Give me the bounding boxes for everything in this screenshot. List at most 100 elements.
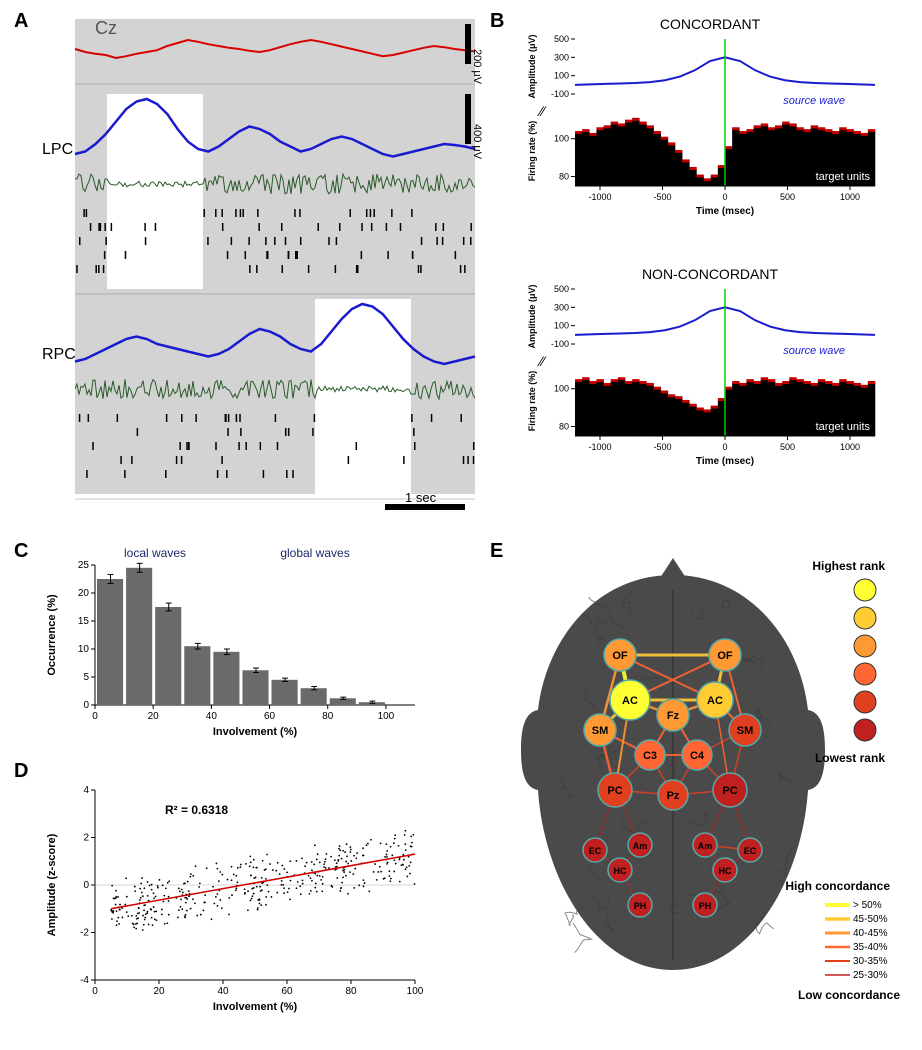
svg-text:C4: C4 bbox=[690, 750, 705, 762]
svg-text:LPC: LPC bbox=[42, 141, 73, 158]
svg-text:20: 20 bbox=[153, 986, 165, 997]
svg-text:Involvement (%): Involvement (%) bbox=[213, 726, 298, 738]
svg-text:EC: EC bbox=[744, 846, 757, 856]
svg-text:Occurrence (%): Occurrence (%) bbox=[46, 594, 58, 676]
svg-text:PC: PC bbox=[607, 785, 622, 797]
svg-text:40-45%: 40-45% bbox=[853, 928, 888, 939]
svg-text:10: 10 bbox=[78, 644, 90, 655]
svg-text:1000: 1000 bbox=[840, 442, 860, 452]
svg-text:OF: OF bbox=[612, 650, 628, 662]
svg-text:EC: EC bbox=[589, 846, 602, 856]
panel-d-svg: -4-2024020406080100R² = 0.6318Amplitude … bbox=[35, 765, 455, 1025]
svg-text:source wave: source wave bbox=[783, 345, 845, 357]
figure-root: A Cz200 μVLPC400 μVRPC1 sec B CONCORDANT… bbox=[10, 10, 912, 1040]
svg-text:400 μV: 400 μV bbox=[471, 124, 483, 160]
svg-text:20: 20 bbox=[78, 588, 90, 599]
svg-text:100: 100 bbox=[554, 71, 569, 81]
svg-text:C3: C3 bbox=[643, 750, 657, 762]
svg-text:500: 500 bbox=[780, 192, 795, 202]
svg-text:1000: 1000 bbox=[840, 192, 860, 202]
svg-text:PH: PH bbox=[634, 901, 647, 911]
svg-text:> 50%: > 50% bbox=[853, 900, 882, 911]
svg-text:-500: -500 bbox=[653, 442, 671, 452]
svg-text:35-40%: 35-40% bbox=[853, 942, 888, 953]
svg-text:40: 40 bbox=[217, 986, 229, 997]
panel-c-svg: 0510152025020406080100Occurrence (%)Invo… bbox=[35, 545, 455, 745]
svg-text:Firing rate (%): Firing rate (%) bbox=[527, 371, 537, 432]
svg-text:RPC: RPC bbox=[42, 346, 76, 363]
svg-text:25-30%: 25-30% bbox=[853, 970, 888, 981]
svg-text:source wave: source wave bbox=[783, 95, 845, 107]
svg-text:HC: HC bbox=[719, 866, 732, 876]
svg-text:SM: SM bbox=[737, 725, 754, 737]
svg-text:Lowest rank: Lowest rank bbox=[815, 751, 885, 765]
svg-text:0: 0 bbox=[722, 192, 727, 202]
svg-text:Am: Am bbox=[698, 841, 713, 851]
svg-text:AC: AC bbox=[622, 695, 638, 707]
svg-text:80: 80 bbox=[559, 172, 569, 182]
svg-text:80: 80 bbox=[559, 422, 569, 432]
svg-text:OF: OF bbox=[717, 650, 733, 662]
svg-text:Time (msec): Time (msec) bbox=[696, 456, 754, 467]
svg-text:-100: -100 bbox=[551, 89, 569, 99]
panel-c-label: C bbox=[14, 540, 28, 563]
panel-d-label: D bbox=[14, 760, 28, 783]
svg-text:PH: PH bbox=[699, 901, 712, 911]
svg-text:60: 60 bbox=[281, 986, 293, 997]
svg-text:SM: SM bbox=[592, 725, 609, 737]
svg-text:Time (msec): Time (msec) bbox=[696, 206, 754, 217]
svg-text:Pz: Pz bbox=[667, 790, 680, 802]
svg-text:60: 60 bbox=[264, 711, 276, 722]
svg-text:local waves: local waves bbox=[124, 546, 186, 560]
svg-text:-1000: -1000 bbox=[588, 442, 611, 452]
svg-text:100: 100 bbox=[378, 711, 395, 722]
svg-text:40: 40 bbox=[206, 711, 218, 722]
svg-text:Firing rate (%): Firing rate (%) bbox=[527, 121, 537, 182]
svg-text:Highest rank: Highest rank bbox=[812, 559, 885, 573]
svg-text:target units: target units bbox=[816, 421, 871, 433]
svg-text:AC: AC bbox=[707, 695, 723, 707]
svg-text:Cz: Cz bbox=[95, 18, 117, 38]
svg-text:-1000: -1000 bbox=[588, 192, 611, 202]
svg-text:Amplitude (z-score): Amplitude (z-score) bbox=[46, 833, 58, 936]
svg-text:0: 0 bbox=[92, 711, 98, 722]
svg-text:-100: -100 bbox=[551, 339, 569, 349]
svg-text:⁄⁄: ⁄⁄ bbox=[537, 103, 547, 119]
svg-text:100: 100 bbox=[554, 321, 569, 331]
svg-text:100: 100 bbox=[554, 384, 569, 394]
svg-text:0: 0 bbox=[83, 700, 89, 711]
svg-text:-4: -4 bbox=[80, 975, 89, 986]
svg-text:global waves: global waves bbox=[280, 546, 349, 560]
panel-a-label: A bbox=[14, 10, 28, 33]
svg-text:Fz: Fz bbox=[667, 710, 680, 722]
svg-text:500: 500 bbox=[780, 442, 795, 452]
svg-text:PC: PC bbox=[722, 785, 737, 797]
svg-text:Low concordance: Low concordance bbox=[798, 988, 900, 1002]
svg-text:4: 4 bbox=[83, 785, 89, 796]
svg-text:Amplitude (μV): Amplitude (μV) bbox=[527, 34, 537, 98]
svg-text:0: 0 bbox=[92, 986, 98, 997]
svg-text:CONCORDANT: CONCORDANT bbox=[660, 16, 761, 32]
svg-text:5: 5 bbox=[83, 672, 89, 683]
svg-text:15: 15 bbox=[78, 616, 90, 627]
svg-text:NON-CONCORDANT: NON-CONCORDANT bbox=[642, 266, 779, 282]
svg-text:R² = 0.6318: R² = 0.6318 bbox=[165, 803, 228, 817]
svg-text:-2: -2 bbox=[80, 928, 89, 939]
svg-text:100: 100 bbox=[554, 134, 569, 144]
panel-b-label: B bbox=[490, 10, 504, 33]
svg-text:-500: -500 bbox=[653, 192, 671, 202]
svg-text:100: 100 bbox=[407, 986, 424, 997]
svg-text:0: 0 bbox=[83, 880, 89, 891]
svg-text:200 μV: 200 μV bbox=[471, 49, 483, 85]
svg-text:0: 0 bbox=[722, 442, 727, 452]
panel-b-svg: CONCORDANT -100 100 300 500 Amplitude (μV) sou… bbox=[510, 14, 910, 524]
panel-a-svg: Cz200 μVLPC400 μVRPC1 sec bbox=[40, 14, 470, 524]
svg-text:30-35%: 30-35% bbox=[853, 956, 888, 967]
svg-text:⁄⁄: ⁄⁄ bbox=[537, 353, 547, 369]
svg-text:300: 300 bbox=[554, 52, 569, 62]
svg-text:HC: HC bbox=[614, 866, 627, 876]
svg-text:High concordance: High concordance bbox=[785, 879, 890, 893]
svg-text:target units: target units bbox=[816, 171, 871, 183]
svg-text:80: 80 bbox=[345, 986, 357, 997]
svg-text:2: 2 bbox=[83, 833, 89, 844]
